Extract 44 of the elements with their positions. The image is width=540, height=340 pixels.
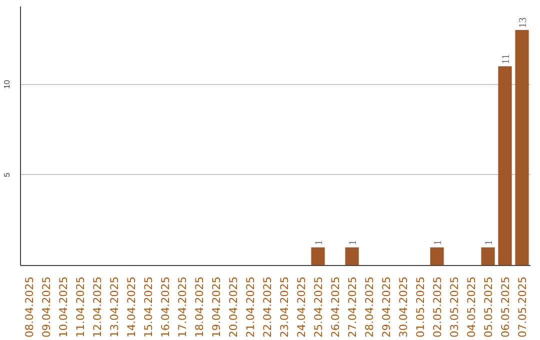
x-tick-label: 13.04.2025 [108,276,121,338]
x-tick-label: 06.05.2025 [499,276,512,338]
data-label: 1 [484,240,495,246]
x-tick-label: 14.04.2025 [125,276,138,338]
bar [515,30,529,266]
x-tick-label: 08.04.2025 [23,276,36,338]
x-tick-label: 04.05.2025 [465,276,478,338]
x-tick-label: 17.04.2025 [176,276,189,338]
data-label: 1 [433,240,444,246]
x-tick-label: 16.04.2025 [159,276,172,338]
data-label: 1 [348,240,359,246]
data-label: 1 [314,240,325,246]
x-tick-label: 02.05.2025 [431,276,444,338]
y-tick-label: 5 [2,172,12,178]
x-tick-label: 21.04.2025 [244,276,257,338]
bar [345,247,359,266]
x-tick-label: 30.04.2025 [397,276,410,338]
x-tick-label: 07.05.2025 [516,276,529,338]
data-label: 13 [518,17,529,28]
x-tick-label: 22.04.2025 [261,276,274,338]
bar [430,247,444,266]
x-tick-label: 03.05.2025 [448,276,461,338]
x-tick-label: 29.04.2025 [380,276,393,338]
bar [311,247,325,266]
y-tick-label: 10 [2,79,12,89]
bar [481,247,495,266]
x-tick-label: 26.04.2025 [329,276,342,338]
x-tick-label: 20.04.2025 [227,276,240,338]
x-tick-label: 19.04.2025 [210,276,223,338]
x-tick-label: 28.04.2025 [363,276,376,338]
x-tick-label: 09.04.2025 [40,276,53,338]
x-tick-label: 05.05.2025 [482,276,495,338]
x-tick-label: 27.04.2025 [346,276,359,338]
x-tick-label: 23.04.2025 [278,276,291,338]
x-tick-label: 25.04.2025 [312,276,325,338]
x-tick-label: 11.04.2025 [74,276,87,338]
x-tick-label: 12.04.2025 [91,276,104,338]
bar [498,66,512,266]
x-tick-label: 18.04.2025 [193,276,206,338]
x-tick-label: 15.04.2025 [142,276,155,338]
x-tick-label: 24.04.2025 [295,276,308,338]
data-label: 11 [501,54,512,64]
x-tick-label: 01.05.2025 [414,276,427,338]
x-tick-label: 10.04.2025 [57,276,70,338]
